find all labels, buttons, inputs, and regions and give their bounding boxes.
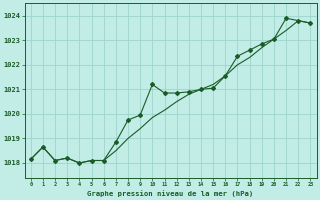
X-axis label: Graphe pression niveau de la mer (hPa): Graphe pression niveau de la mer (hPa) [87,190,254,197]
